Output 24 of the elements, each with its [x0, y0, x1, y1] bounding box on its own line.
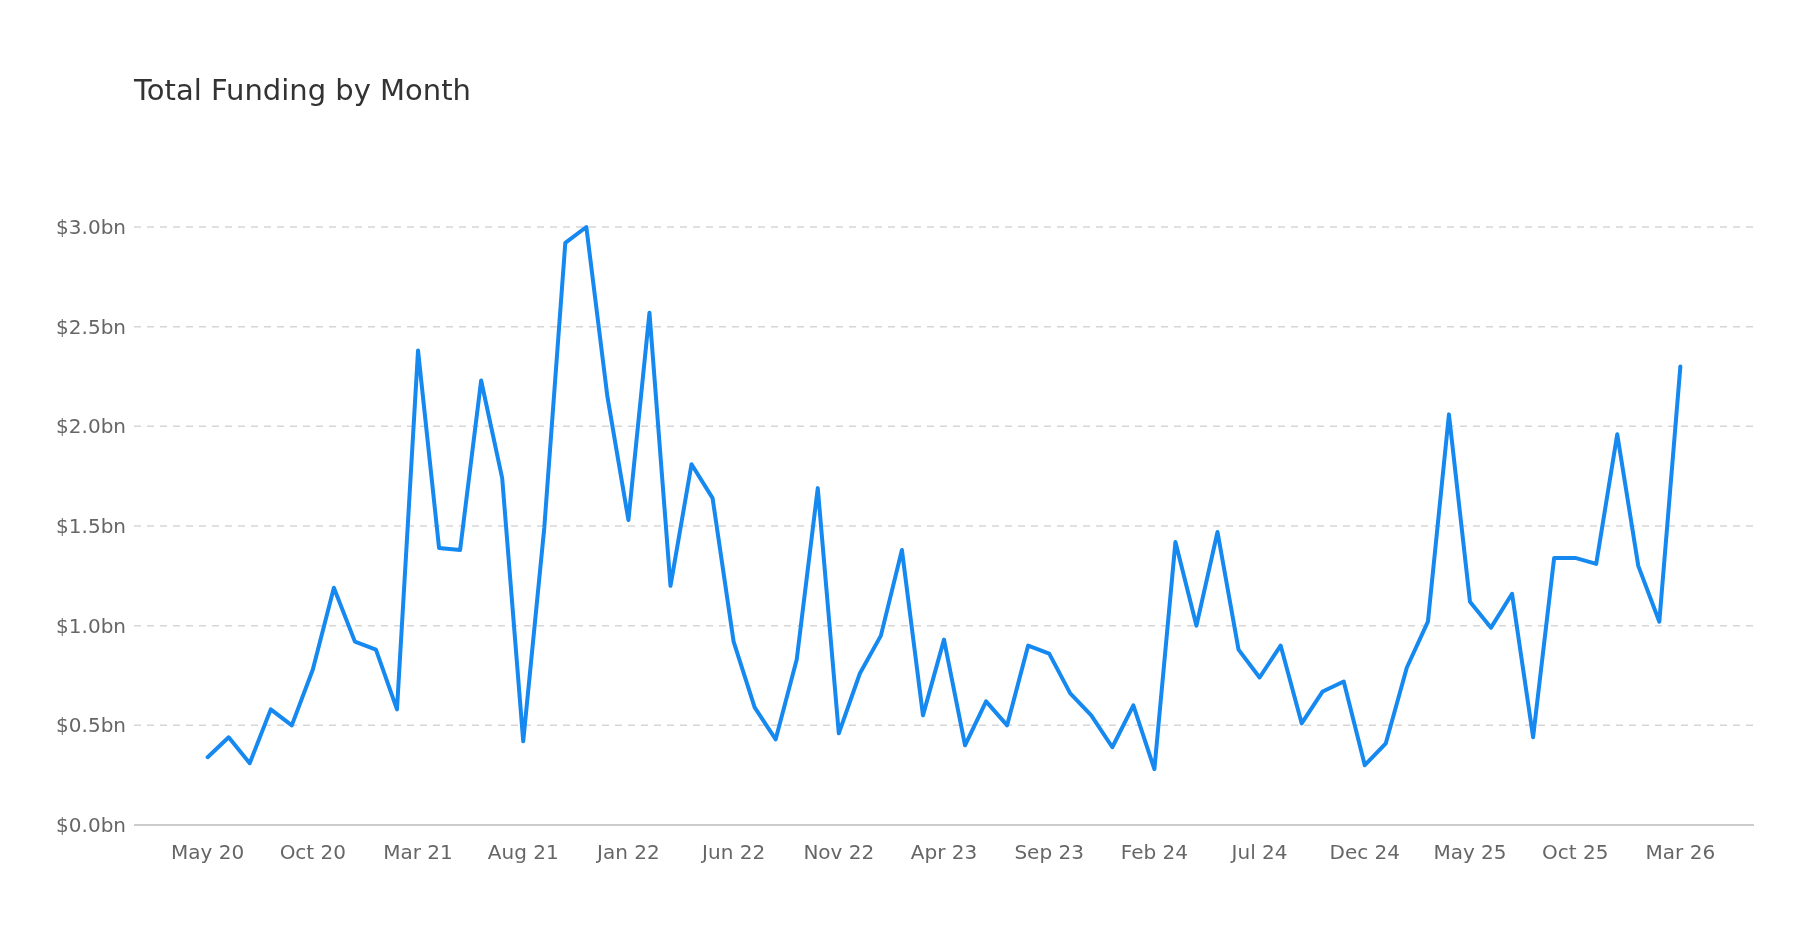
x-tick-label: May 25: [1433, 840, 1507, 864]
chart-title: Total Funding by Month: [133, 73, 471, 107]
x-tick-label: Feb 24: [1120, 840, 1188, 864]
x-tick-label: Aug 21: [487, 840, 559, 864]
x-tick-label: Oct 20: [279, 840, 347, 864]
y-tick-label: $1.5bn: [56, 514, 126, 538]
y-tick-label: $0.5bn: [56, 713, 126, 738]
x-tick-label: Jun 22: [700, 840, 766, 864]
x-tick-label: Apr 23: [910, 840, 978, 864]
x-tick-label: Nov 22: [803, 840, 875, 864]
x-tick-label: Jan 22: [595, 840, 660, 864]
x-tick-label: May 20: [171, 840, 245, 864]
x-tick-label: Dec 24: [1329, 840, 1401, 864]
x-tick-label: Mar 26: [1645, 840, 1716, 864]
y-tick-label: $1.0bn: [56, 613, 126, 638]
y-tick-label: $2.5bn: [56, 314, 126, 339]
y-tick-label: $2.0bn: [56, 414, 126, 439]
x-tick-label: Oct 25: [1541, 840, 1609, 864]
y-tick-label: $3.0bn: [56, 215, 126, 239]
line-series: [205, 225, 1683, 772]
x-tick-label: Jul 24: [1229, 840, 1288, 864]
y-tick-label: $0.0bn: [56, 813, 126, 837]
x-tick-label: Mar 21: [383, 840, 453, 864]
x-tick-label: Sep 23: [1014, 840, 1084, 864]
